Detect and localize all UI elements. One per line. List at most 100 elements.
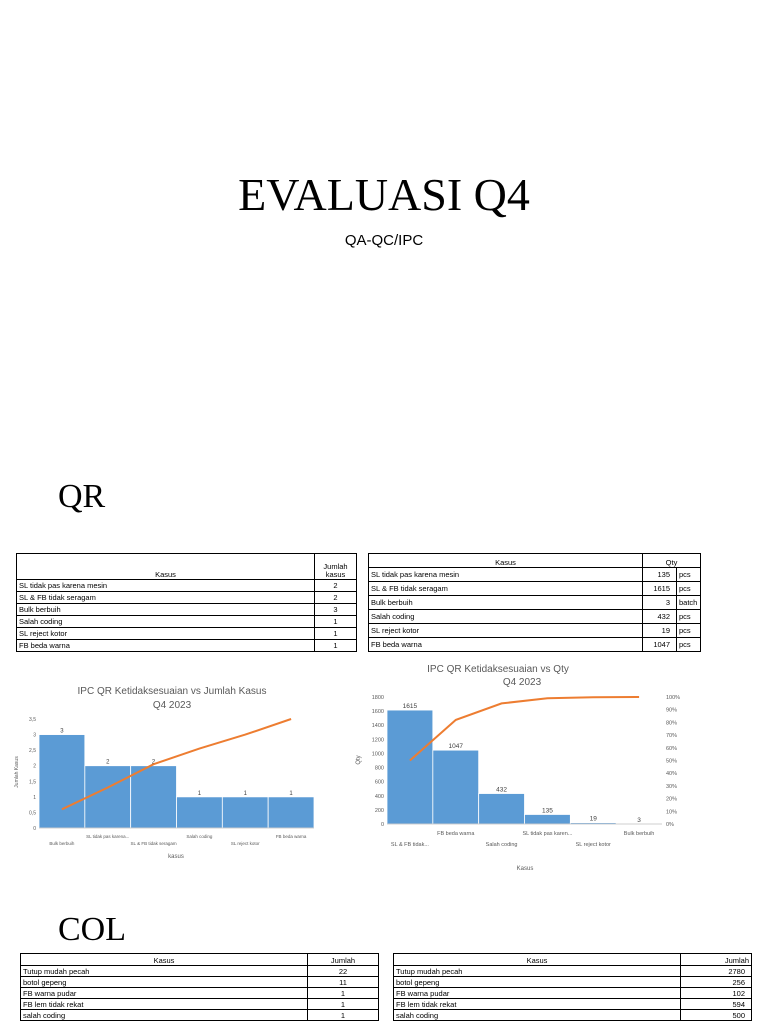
table-row: FB beda warna 1047 pcs <box>368 637 702 652</box>
section-heading-col: COL <box>58 911 126 948</box>
cell-qty: 19 <box>642 623 677 638</box>
cell-kasus: SL tidak pas karena mesin <box>368 567 643 582</box>
cell-qty: 135 <box>642 567 677 582</box>
cell-unit: pcs <box>675 567 702 582</box>
cell-kasus: Bulk berbuih <box>16 603 315 616</box>
cell-jumlah: 1 <box>307 998 379 1010</box>
section-heading-qr: QR <box>58 478 106 515</box>
table-row: salah coding 1 <box>20 1009 379 1021</box>
bar <box>432 749 480 825</box>
y-tick-label: 1600 <box>372 709 384 715</box>
y-tick-label: 2,5 <box>29 748 36 754</box>
page-title: EVALUASI Q4 <box>238 169 530 220</box>
y2-tick-label: 30% <box>666 784 677 790</box>
table-row: salah coding 500 <box>393 1009 752 1021</box>
cell-jumlah: 3 <box>314 603 357 616</box>
cell-unit: pcs <box>675 609 702 624</box>
cell-kasus: FB lem tidak rekat <box>20 998 308 1010</box>
y2-tick-label: 10% <box>666 809 677 815</box>
column-header-kasus: Kasus <box>20 953 308 966</box>
bar <box>478 793 525 825</box>
table-row: SL reject kotor 1 <box>16 627 357 640</box>
cell-kasus: botol gepeng <box>393 976 681 988</box>
cell-jumlah: 2 <box>314 591 357 604</box>
cell-kasus: FB beda warna <box>16 639 315 652</box>
x-tick-label: Bulk berbuih <box>624 831 655 837</box>
cell-kasus: Tutup mudah pecah <box>393 965 681 977</box>
data-label: 1 <box>198 791 202 797</box>
y-axis-label: Qty <box>356 755 362 764</box>
column-header-kasus: Kasus <box>368 553 643 568</box>
y-tick-label: 400 <box>375 794 384 800</box>
column-header-jumlah: Jumlah <box>680 953 752 966</box>
x-tick-label: SL reject kotor <box>231 841 260 846</box>
cell-kasus: salah coding <box>20 1009 308 1021</box>
bar <box>84 765 132 829</box>
table-row: SL tidak pas karena mesin 2 <box>16 579 357 592</box>
x-tick-label: SL & FB tidak seragam <box>131 841 177 846</box>
x-tick-label: SL tidak pas karena... <box>86 834 129 839</box>
cell-jumlah: 1 <box>314 627 357 640</box>
y2-tick-label: 70% <box>666 733 677 739</box>
cell-jumlah: 1 <box>314 615 357 628</box>
cell-kasus: FB beda warna <box>368 637 643 652</box>
table-row: botol gepeng 256 <box>393 976 752 988</box>
table-row: Salah coding 432 pcs <box>368 609 702 624</box>
x-axis-label: kasus <box>168 854 184 860</box>
y-tick-label: 1200 <box>372 737 384 743</box>
data-label: 3 <box>637 817 641 824</box>
y-tick-label: 0,5 <box>29 810 36 816</box>
cell-qty: 432 <box>642 609 677 624</box>
cell-kasus: salah coding <box>393 1009 681 1021</box>
x-tick-label: SL reject kotor <box>576 842 611 848</box>
cell-qty: 3 <box>642 595 677 610</box>
cell-jumlah: 1 <box>314 639 357 652</box>
x-tick-label: SL & FB tidak... <box>391 842 429 848</box>
cell-kasus: SL & FB tidak seragam <box>368 581 643 596</box>
table-row: Tutup mudah pecah 2780 <box>393 965 752 977</box>
cell-kasus: Bulk berbuih <box>368 595 643 610</box>
cell-kasus: Tutup mudah pecah <box>20 965 308 977</box>
cell-jumlah: 1 <box>307 987 379 999</box>
cell-qty: 1047 <box>642 637 677 652</box>
table-row: Bulk berbuih 3 batch <box>368 595 702 610</box>
y2-tick-label: 0% <box>666 822 674 828</box>
y-axis-label: Jumlah Kasus <box>14 756 20 788</box>
data-label: 3 <box>60 729 64 735</box>
x-tick-label: SL tidak pas karen... <box>522 831 572 837</box>
y2-tick-label: 80% <box>666 720 677 726</box>
y-tick-label: 0 <box>33 826 36 832</box>
data-label: 135 <box>542 807 553 814</box>
y-tick-label: 1800 <box>372 695 384 701</box>
chart-subtitle: Q4 2023 <box>153 700 192 711</box>
data-label: 1 <box>244 791 248 797</box>
y-tick-label: 1400 <box>372 723 384 729</box>
x-tick-label: Bulk berbuih <box>49 841 75 846</box>
y2-tick-label: 50% <box>666 759 677 765</box>
bar <box>130 765 177 829</box>
y2-tick-label: 90% <box>666 708 677 714</box>
chart-qr-jumlah-kasus: IPC QR Ketidaksesuaian vs Jumlah Kasus Q… <box>14 686 315 860</box>
data-label: 2 <box>106 760 110 766</box>
cumulative-line <box>61 718 292 811</box>
cell-unit: pcs <box>675 637 702 652</box>
cell-jumlah: 2 <box>314 579 357 592</box>
y2-tick-label: 60% <box>666 746 677 752</box>
bar <box>221 796 269 829</box>
bar <box>524 814 571 825</box>
table-row: SL & FB tidak seragam 2 <box>16 591 357 604</box>
col-qty-table: Kasus Jumlah Tutup mudah pecah 2780 botol … <box>393 953 752 1021</box>
column-header-kasus: Kasus <box>393 953 681 966</box>
cell-kasus: SL reject kotor <box>368 623 643 638</box>
bar <box>38 734 86 829</box>
page-subtitle: QA-QC/IPC <box>344 232 424 249</box>
table-row: Bulk berbuih 3 <box>16 603 357 616</box>
chart-subtitle: Q4 2023 <box>503 677 542 688</box>
column-header-qty: Qty <box>641 553 702 568</box>
cell-jumlah: 102 <box>680 987 752 999</box>
cell-kasus: botol gepeng <box>20 976 308 988</box>
data-label: 432 <box>496 787 507 794</box>
data-label: 1615 <box>403 703 418 710</box>
x-axis-label: Kasus <box>517 866 534 872</box>
cell-kasus: FB warna pudar <box>393 987 681 999</box>
